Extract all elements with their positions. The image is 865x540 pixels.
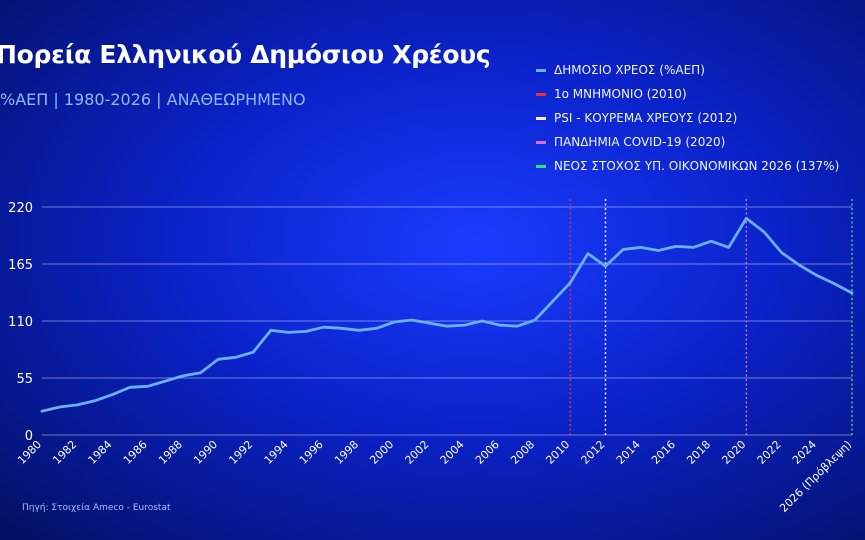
x-tick-label: 2014 — [614, 438, 643, 467]
chart-legend: ΔΗΜΟΣΙΟ ΧΡΕΟΣ (%ΑΕΠ) 1ο ΜΝΗΜΟΝΙΟ (2010) … — [536, 58, 839, 178]
x-tick-label: 1998 — [332, 438, 361, 467]
legend-item-debt: ΔΗΜΟΣΙΟ ΧΡΕΟΣ (%ΑΕΠ) — [536, 58, 839, 82]
legend-label-debt: ΔΗΜΟΣΙΟ ΧΡΕΟΣ (%ΑΕΠ) — [554, 63, 705, 77]
legend-label-memorandum: 1ο ΜΝΗΜΟΝΙΟ (2010) — [554, 87, 687, 101]
x-tick-label: 1988 — [156, 438, 185, 467]
legend-label-target: ΝΕΟΣ ΣΤΟΧΟΣ ΥΠ. ΟΙΚΟΝΟΜΙΚΩΝ 2026 (137%) — [554, 159, 840, 173]
x-tick-label: 2012 — [579, 438, 608, 467]
x-tick-label: 2002 — [403, 438, 432, 467]
legend-item-memorandum: 1ο ΜΝΗΜΟΝΙΟ (2010) — [536, 82, 839, 106]
x-tick-label: 2008 — [508, 438, 537, 467]
x-tick-label: 1986 — [121, 438, 150, 467]
y-tick-label: 220 — [8, 201, 33, 216]
legend-label-psi: PSI - ΚΟΥΡΕΜΑ ΧΡΕΟΥΣ (2012) — [554, 111, 738, 125]
x-tick-label: 1980 — [15, 438, 44, 467]
legend-swatch-debt — [536, 68, 546, 72]
legend-swatch-psi — [536, 116, 546, 120]
series-line — [40, 216, 854, 413]
x-tick-label: 1984 — [86, 438, 115, 467]
x-tick-label: 2010 — [543, 438, 572, 467]
x-tick-label: 2006 — [473, 438, 502, 467]
x-tick-label: 2022 — [755, 438, 784, 467]
y-tick-label: 165 — [8, 258, 33, 273]
legend-item-covid: ΠΑΝΔΗΜΙΑ COVID-19 (2020) — [536, 130, 839, 154]
chart-subtitle: %ΑΕΠ | 1980-2026 | ΑΝΑΘΕΩΡΗΜΕΝΟ — [0, 90, 306, 109]
x-tick-label: 1990 — [191, 438, 220, 467]
x-tick-label: 1992 — [226, 438, 255, 467]
legend-swatch-covid — [536, 140, 546, 144]
x-tick-label: 1994 — [262, 438, 291, 467]
y-tick-label: 55 — [16, 372, 33, 387]
x-tick-label: 2018 — [684, 438, 713, 467]
x-tick-label: 2020 — [719, 438, 748, 467]
legend-item-psi: PSI - ΚΟΥΡΕΜΑ ΧΡΕΟΥΣ (2012) — [536, 106, 839, 130]
x-tick-label: 2016 — [649, 438, 678, 467]
legend-item-target: ΝΕΟΣ ΣΤΟΧΟΣ ΥΠ. ΟΙΚΟΝΟΜΙΚΩΝ 2026 (137%) — [536, 154, 839, 178]
y-tick-label: 110 — [8, 315, 33, 330]
x-tick-label: 2000 — [367, 438, 396, 467]
y-tick-label: 0 — [25, 429, 33, 444]
legend-swatch-memorandum — [536, 92, 546, 96]
x-tick-label: 1982 — [50, 438, 79, 467]
x-tick-label: 1996 — [297, 438, 326, 467]
legend-swatch-target — [536, 164, 546, 168]
chart-title: Πορεία Ελληνικού Δημόσιου Χρέους — [0, 40, 491, 69]
legend-label-covid: ΠΑΝΔΗΜΙΑ COVID-19 (2020) — [554, 135, 726, 149]
x-tick-label: 2004 — [438, 438, 467, 467]
source-note: Πηγή: Στοιχεία Ameco - Eurostat — [22, 503, 171, 513]
x-tick-label: 2024 — [790, 438, 819, 467]
